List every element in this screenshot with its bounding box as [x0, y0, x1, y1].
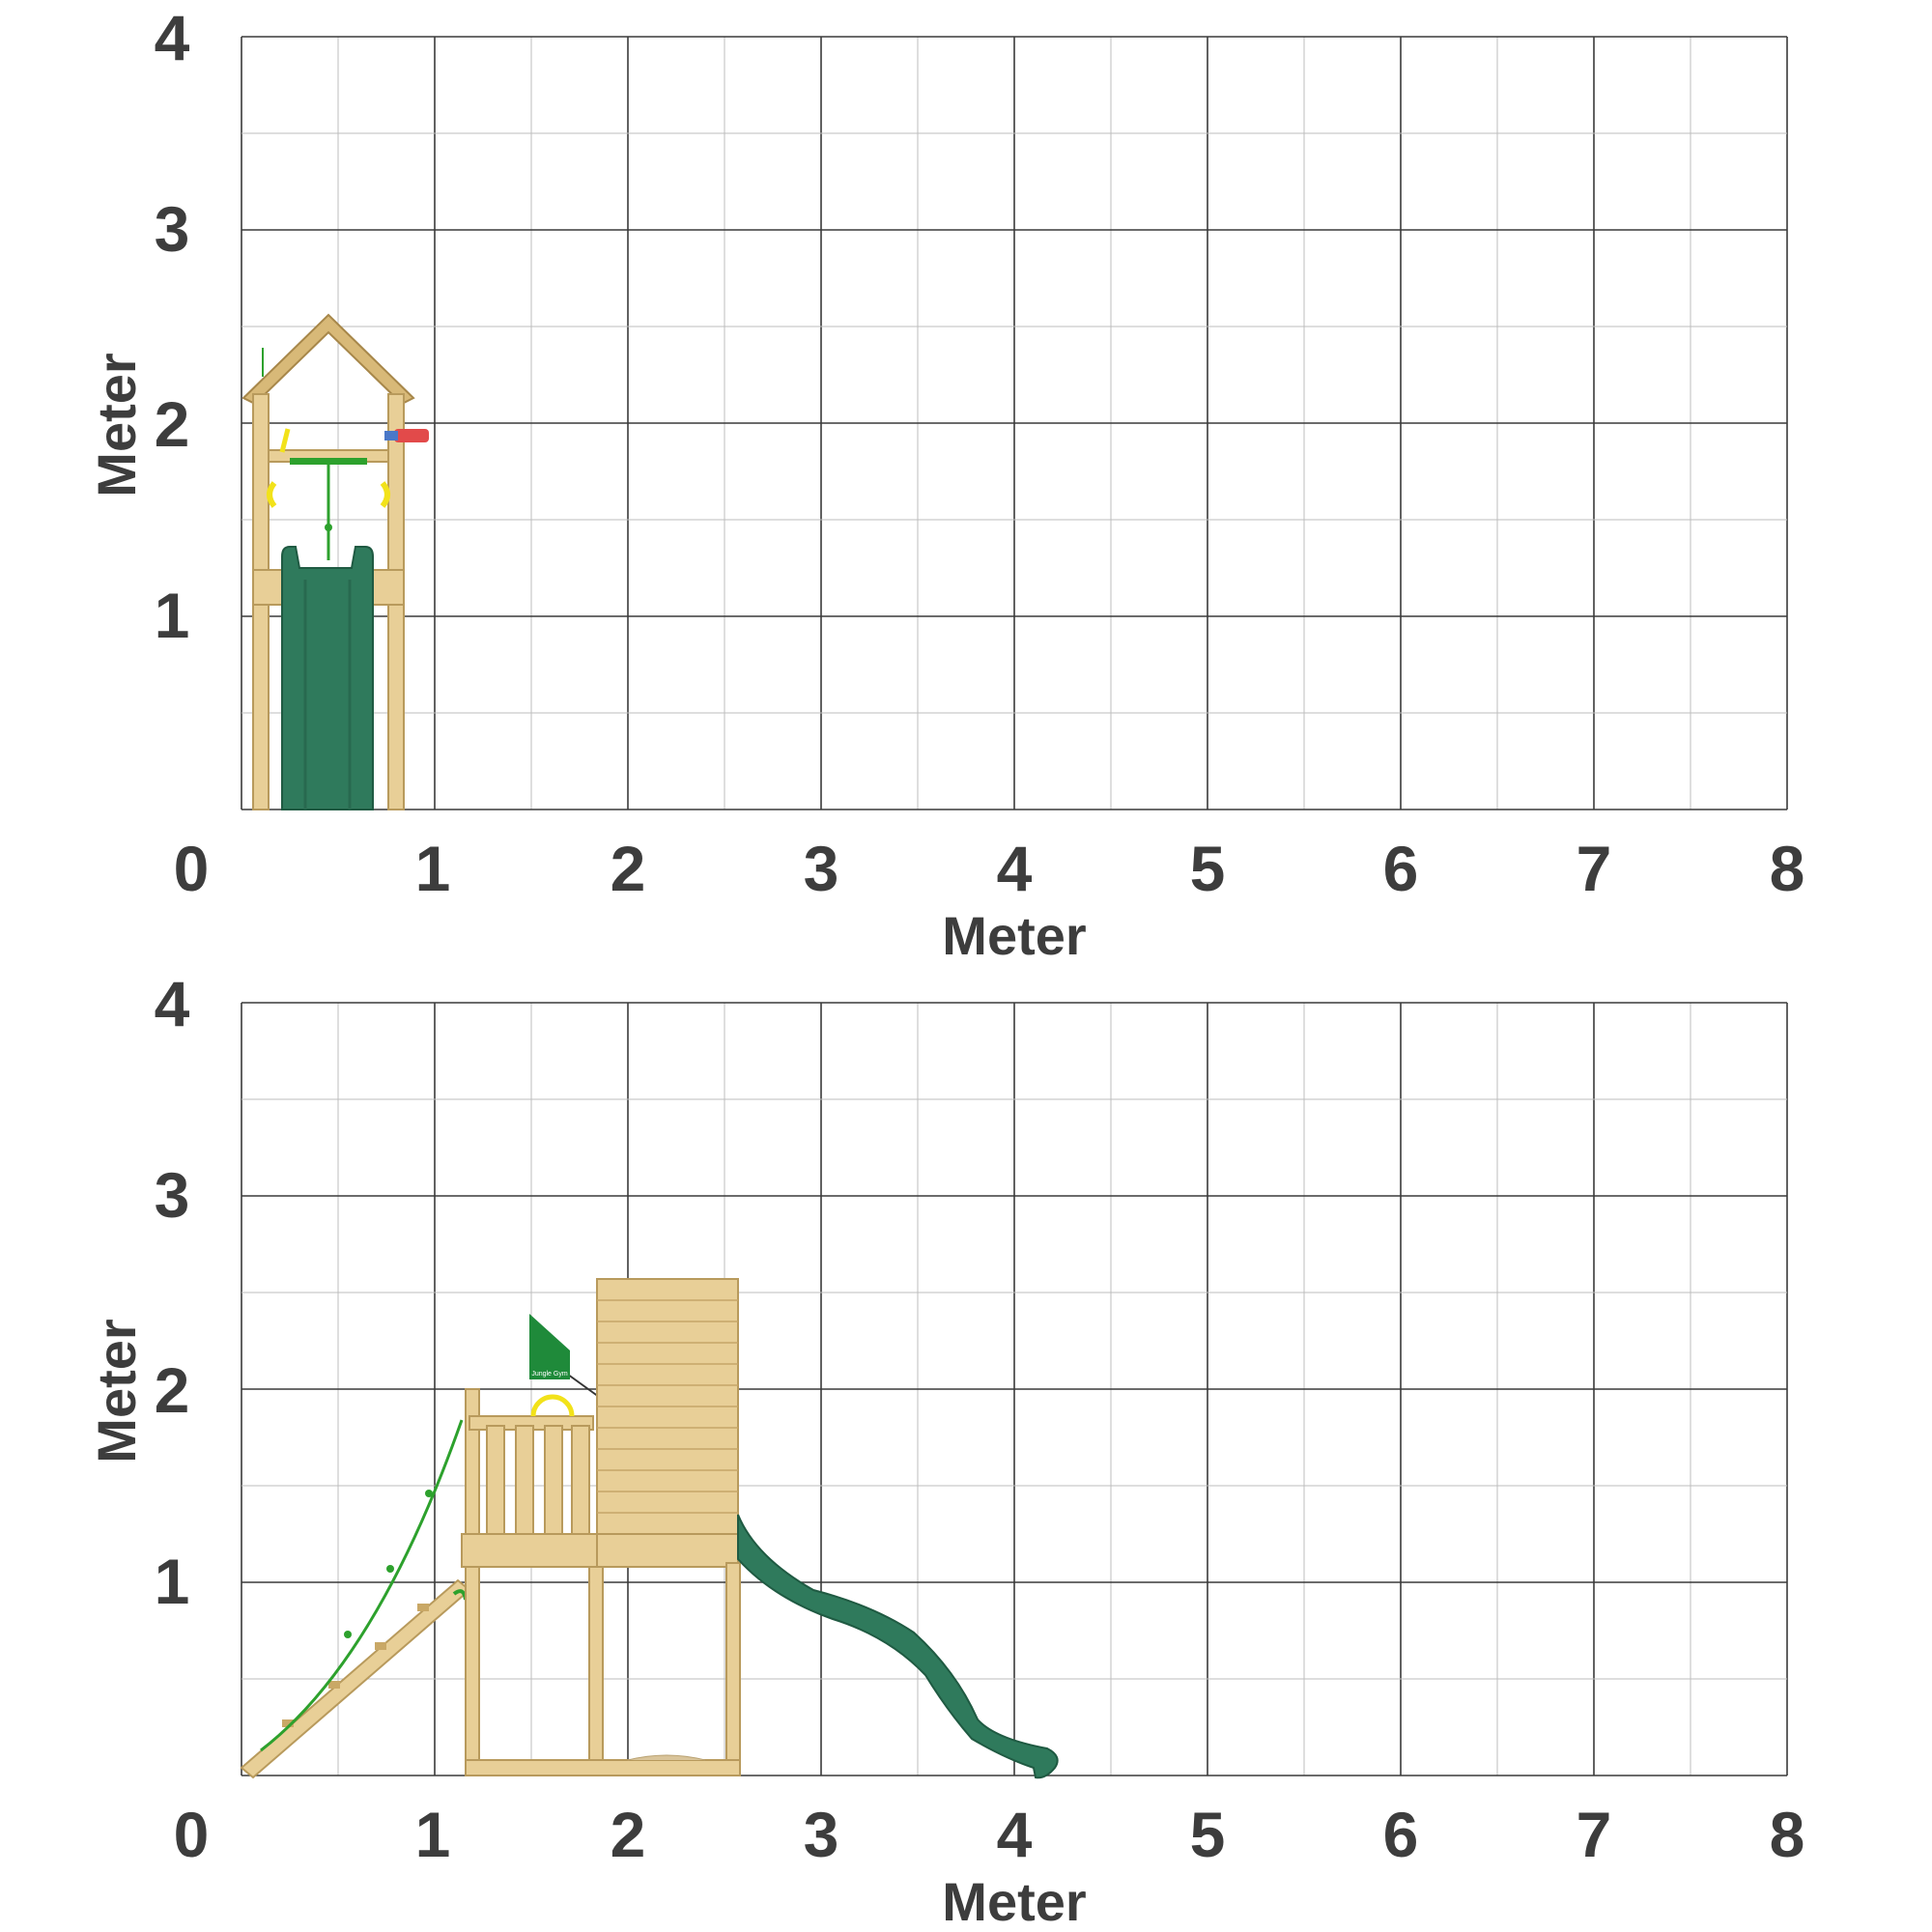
y-tick-label: 3 [155, 193, 190, 265]
flag [529, 1314, 570, 1379]
upper-deck [596, 1533, 739, 1568]
climbing-rope [260, 1419, 464, 1752]
x-tick-label: 0 [174, 1799, 210, 1870]
rail-slat [486, 1425, 505, 1535]
x-tick-label: 1 [415, 833, 451, 904]
x-axis-title: Meter [942, 905, 1086, 966]
tower-wall [596, 1278, 739, 1541]
handle [380, 481, 390, 508]
handle [267, 481, 277, 508]
slide [281, 546, 374, 810]
deck [461, 1533, 598, 1568]
x-tick-label: 2 [611, 833, 646, 904]
x-tick-label: 0 [174, 833, 210, 904]
middle-post [588, 1562, 604, 1776]
x-tick-label: 5 [1190, 1799, 1226, 1870]
x-tick-label: 7 [1577, 833, 1612, 904]
telescope [394, 429, 429, 442]
side-view-x-ticks: 0 1 2 3 4 5 6 7 8 [174, 1799, 1805, 1870]
x-tick-label: 1 [415, 1799, 451, 1870]
playtower-side-illustration: Jungle Gym [240, 1278, 1059, 1779]
x-tick-label: 5 [1190, 833, 1226, 904]
swing-bar [290, 458, 367, 465]
y-axis-title: Meter [86, 353, 147, 497]
x-tick-label: 2 [611, 1799, 646, 1870]
x-tick-label: 6 [1383, 1799, 1419, 1870]
y-tick-label: 1 [155, 1546, 190, 1617]
x-tick-label: 3 [804, 1799, 839, 1870]
y-tick-label: 3 [155, 1159, 190, 1231]
rail-slat [544, 1425, 563, 1535]
front-view-x-ticks: 0 1 2 3 4 5 6 7 8 [174, 833, 1805, 904]
roof [242, 313, 415, 406]
playtower-front-illustration [242, 313, 429, 810]
x-tick-label: 8 [1770, 833, 1805, 904]
x-tick-label: 8 [1770, 1799, 1805, 1870]
y-tick-label: 2 [155, 1354, 190, 1426]
y-tick-label: 1 [155, 580, 190, 651]
x-tick-label: 6 [1383, 833, 1419, 904]
right-post [725, 1562, 741, 1776]
sandpit-frame [465, 1759, 741, 1776]
front-view-panel: 4 3 2 1 0 1 2 3 4 5 6 7 8 Meter Meter [86, 2, 1804, 966]
x-axis-title: Meter [942, 1871, 1086, 1932]
y-tick-label: 4 [155, 2, 190, 73]
side-view-y-ticks: 4 3 2 1 [155, 968, 190, 1617]
x-tick-label: 7 [1577, 1799, 1612, 1870]
x-tick-label: 4 [997, 1799, 1033, 1870]
front-view-y-ticks: 4 3 2 1 [155, 2, 190, 651]
side-view-panel: 4 3 2 1 0 1 2 3 4 5 6 7 8 Meter Meter [86, 968, 1804, 1932]
x-tick-label: 3 [804, 833, 839, 904]
x-tick-label: 4 [997, 833, 1033, 904]
flag-text: Jungle Gym [531, 1371, 568, 1378]
y-tick-label: 2 [155, 388, 190, 460]
steering-wheel [530, 1394, 575, 1417]
rail-slat [515, 1425, 534, 1535]
y-axis-title: Meter [86, 1319, 147, 1463]
y-tick-label: 4 [155, 968, 190, 1039]
left-post [465, 1388, 480, 1776]
rail-slat [571, 1425, 590, 1535]
front-view-grid [241, 36, 1788, 810]
wave-slide [737, 1514, 1059, 1779]
